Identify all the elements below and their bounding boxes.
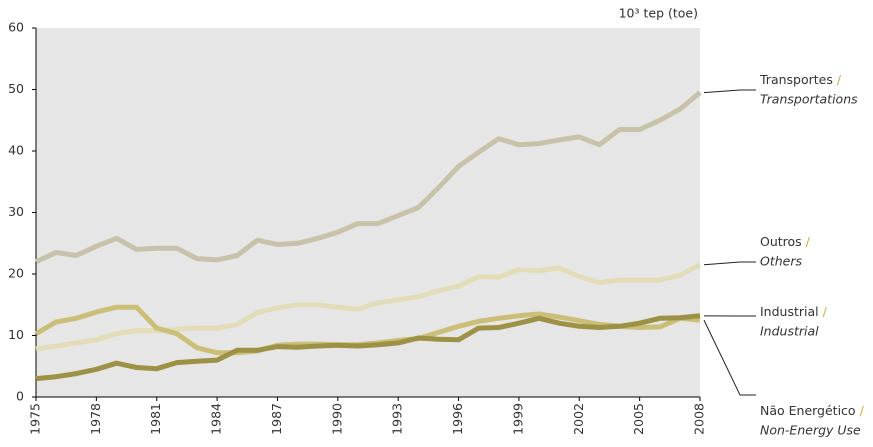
x-tick-label: 1990 bbox=[329, 403, 344, 435]
plot-background bbox=[36, 28, 700, 397]
legend-separator: / bbox=[860, 403, 865, 418]
x-tick-label: 1978 bbox=[88, 403, 103, 435]
y-tick-label: 40 bbox=[8, 143, 24, 158]
legend-name-en: Transportations bbox=[760, 92, 858, 107]
legend-name-en: Others bbox=[760, 254, 802, 269]
y-tick-label: 60 bbox=[8, 20, 24, 35]
legend-name: Industrial bbox=[760, 304, 819, 319]
x-tick-label: 1999 bbox=[510, 403, 525, 435]
y-tick-label: 50 bbox=[8, 81, 24, 96]
legend-name-en: Industrial bbox=[760, 324, 819, 339]
x-tick-label: 2005 bbox=[631, 403, 646, 435]
y-tick-label: 0 bbox=[16, 389, 24, 404]
x-tick-label: 1981 bbox=[148, 403, 163, 435]
legend-name: Transportes bbox=[759, 72, 833, 87]
x-tick-label: 1993 bbox=[390, 403, 405, 435]
y-tick-label: 20 bbox=[8, 266, 24, 281]
legend-label: Transportes / bbox=[759, 72, 842, 87]
series-line bbox=[35, 262, 702, 352]
legend-name: Não Energético bbox=[760, 403, 856, 418]
legend-name-en: Non-Energy Use bbox=[760, 423, 861, 438]
x-tick-label: 2002 bbox=[571, 403, 586, 435]
legend-separator: / bbox=[823, 304, 828, 319]
y-tick-label: 10 bbox=[8, 327, 24, 342]
legend-name: Outros bbox=[760, 234, 802, 249]
legend-separator: / bbox=[837, 72, 842, 87]
y-tick-label: 30 bbox=[8, 204, 24, 219]
leader-line bbox=[703, 319, 756, 396]
x-tick-label: 1987 bbox=[269, 403, 284, 435]
x-tick-label: 2008 bbox=[692, 403, 707, 435]
unit-label: 10³ tep (toe) bbox=[619, 6, 698, 21]
x-tick-label: 1975 bbox=[28, 403, 43, 435]
leader-line bbox=[703, 89, 756, 94]
leader-line bbox=[703, 261, 756, 266]
legend-label: Não Energético / bbox=[760, 403, 865, 418]
legend-separator: / bbox=[806, 234, 811, 249]
legend-label: Industrial / bbox=[760, 304, 828, 319]
legend-label: Outros / bbox=[760, 234, 811, 249]
series-line bbox=[35, 313, 701, 382]
series-line bbox=[34, 90, 702, 264]
x-tick-label: 1996 bbox=[450, 403, 465, 435]
x-tick-label: 1984 bbox=[209, 403, 224, 435]
